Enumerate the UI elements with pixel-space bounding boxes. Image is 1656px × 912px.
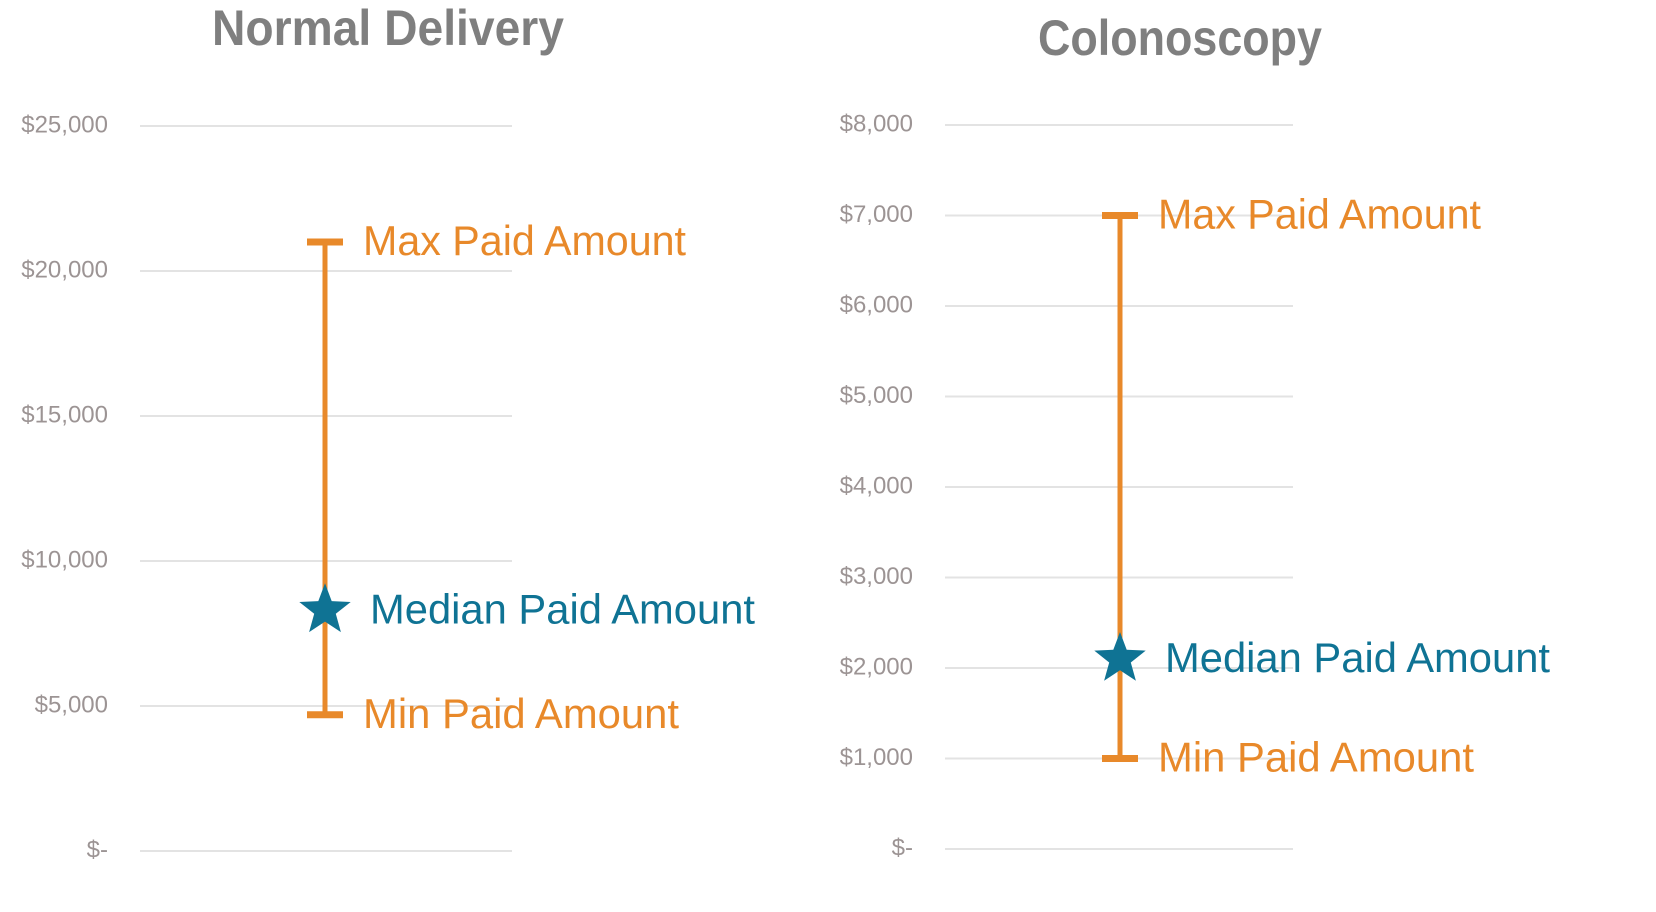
y-tick-label: $3,000: [840, 563, 913, 590]
y-tick-label: $6,000: [840, 291, 913, 318]
y-tick-label: $25,000: [21, 111, 108, 138]
y-tick-label: $7,000: [840, 201, 913, 228]
series-label: Median Paid Amount: [1165, 634, 1550, 681]
median-star: [1094, 632, 1146, 681]
y-tick-label: $15,000: [21, 401, 108, 428]
y-tick-label: $5,000: [840, 382, 913, 409]
chart-title: Colonoscopy: [1038, 10, 1322, 66]
median-star: [299, 583, 351, 633]
y-tick-label: $-: [892, 834, 913, 861]
y-tick-label: $20,000: [21, 256, 108, 283]
series-label: Min Paid Amount: [363, 690, 679, 737]
chart-title: Normal Delivery: [212, 0, 564, 56]
y-tick-label: $5,000: [35, 691, 108, 718]
y-tick-label: $10,000: [21, 546, 108, 573]
series-label: Max Paid Amount: [1158, 191, 1481, 238]
series-label: Max Paid Amount: [363, 217, 686, 264]
y-tick-label: $-: [87, 836, 108, 863]
series-label: Median Paid Amount: [370, 585, 755, 632]
series-label: Min Paid Amount: [1158, 734, 1474, 781]
y-tick-label: $1,000: [840, 744, 913, 771]
y-tick-label: $4,000: [840, 472, 913, 499]
y-tick-label: $2,000: [840, 653, 913, 680]
y-tick-label: $8,000: [840, 110, 913, 137]
